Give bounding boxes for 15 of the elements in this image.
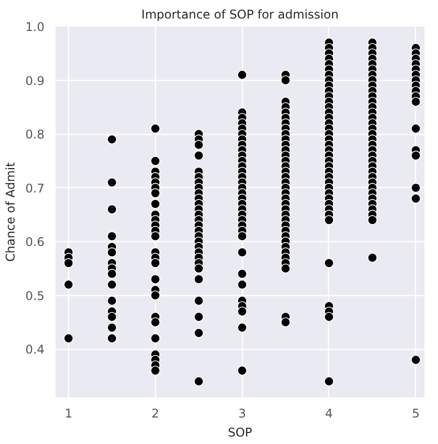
x-tick-label: 1 — [64, 406, 72, 420]
x-axis-title: SOP — [228, 426, 252, 440]
x-tick-label: 5 — [412, 406, 420, 420]
y-tick-label: 1.0 — [25, 20, 45, 34]
y-tick-label: 0.7 — [25, 181, 45, 196]
x-tick-label: 2 — [152, 406, 160, 420]
y-tick-label: 0.4 — [25, 342, 45, 357]
y-tick-label: 0.8 — [25, 128, 45, 142]
x-tick-label: 3 — [238, 406, 246, 420]
x-tick-label: 4 — [325, 406, 333, 420]
y-tick-label: 0.6 — [25, 235, 45, 250]
y-axis-title: Chance of Admit — [3, 162, 18, 262]
chart-title: Importance of SOP for admission — [141, 8, 339, 22]
y-tick-label: 0.9 — [25, 74, 45, 88]
y-tick-label: 0.5 — [25, 288, 45, 303]
